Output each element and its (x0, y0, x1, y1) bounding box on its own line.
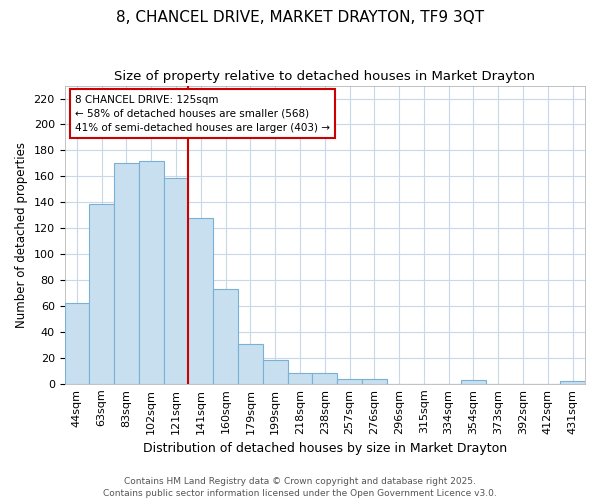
Bar (139, 161, 164, 384)
X-axis label: Distribution of detached houses by size in Market Drayton: Distribution of detached houses by size … (143, 442, 507, 455)
Bar (287, 374, 313, 384)
Text: 8, CHANCEL DRIVE, MARKET DRAYTON, TF9 3QT: 8, CHANCEL DRIVE, MARKET DRAYTON, TF9 3Q… (116, 10, 484, 25)
Bar (213, 289, 238, 384)
Title: Size of property relative to detached houses in Market Drayton: Size of property relative to detached ho… (114, 70, 535, 83)
Bar (188, 218, 213, 384)
Bar (362, 378, 387, 384)
Bar (313, 374, 337, 384)
Bar (89, 204, 114, 384)
Text: 8 CHANCEL DRIVE: 125sqm
← 58% of detached houses are smaller (568)
41% of semi-d: 8 CHANCEL DRIVE: 125sqm ← 58% of detache… (75, 94, 330, 132)
Text: Contains HM Land Registry data © Crown copyright and database right 2025.
Contai: Contains HM Land Registry data © Crown c… (103, 476, 497, 498)
Bar (263, 360, 287, 384)
Bar (114, 164, 139, 384)
Bar (337, 378, 362, 384)
Bar (164, 178, 188, 384)
Bar (238, 344, 263, 384)
Y-axis label: Number of detached properties: Number of detached properties (15, 142, 28, 328)
Bar (461, 380, 486, 384)
Bar (65, 304, 89, 384)
Bar (560, 381, 585, 384)
